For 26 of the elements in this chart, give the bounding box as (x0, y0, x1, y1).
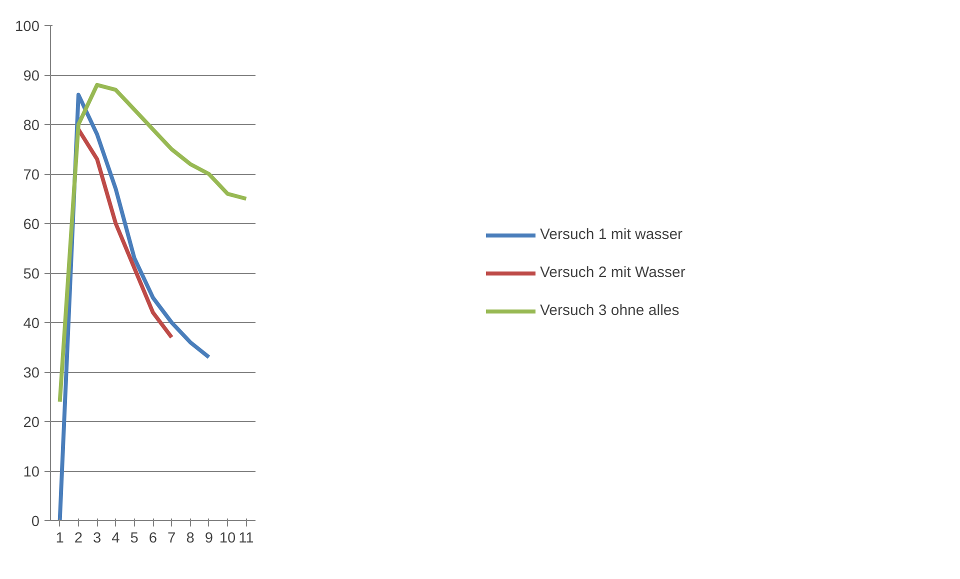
y-tick-label: 90 (23, 68, 40, 84)
x-tick-label: 2 (74, 530, 83, 546)
x-tick-label: 4 (112, 530, 120, 546)
x-tick-label: 3 (93, 530, 102, 546)
legend-label: Versuch 2 mit Wasser (540, 263, 686, 282)
y-tick-label: 10 (23, 464, 40, 480)
y-tick-label: 30 (23, 366, 40, 382)
y-tick-label: 80 (23, 118, 40, 134)
y-tick-label: 70 (23, 168, 40, 184)
x-tick-label: 11 (238, 530, 254, 546)
y-tick-label: 0 (31, 514, 40, 530)
x-tick-label: 8 (186, 530, 194, 546)
legend-label: Versuch 3 ohne alles (540, 301, 680, 320)
line-series (58, 82, 248, 404)
x-tick-label: 5 (130, 530, 138, 546)
y-tick-label: 20 (23, 415, 40, 431)
x-tick-label: 6 (148, 530, 158, 546)
x-tick-label: 1 (56, 530, 64, 546)
legend-label: Versuch 1 mit wasser (540, 225, 684, 244)
x-tick-label: 10 (219, 530, 236, 546)
x-tick-label: 9 (204, 530, 213, 546)
x-tick-label: 7 (168, 530, 176, 546)
y-tick-label: 60 (23, 217, 40, 233)
y-tick-label: 40 (23, 316, 40, 332)
y-tick-label: 50 (23, 266, 40, 282)
y-tick-label: 100 (15, 19, 40, 35)
